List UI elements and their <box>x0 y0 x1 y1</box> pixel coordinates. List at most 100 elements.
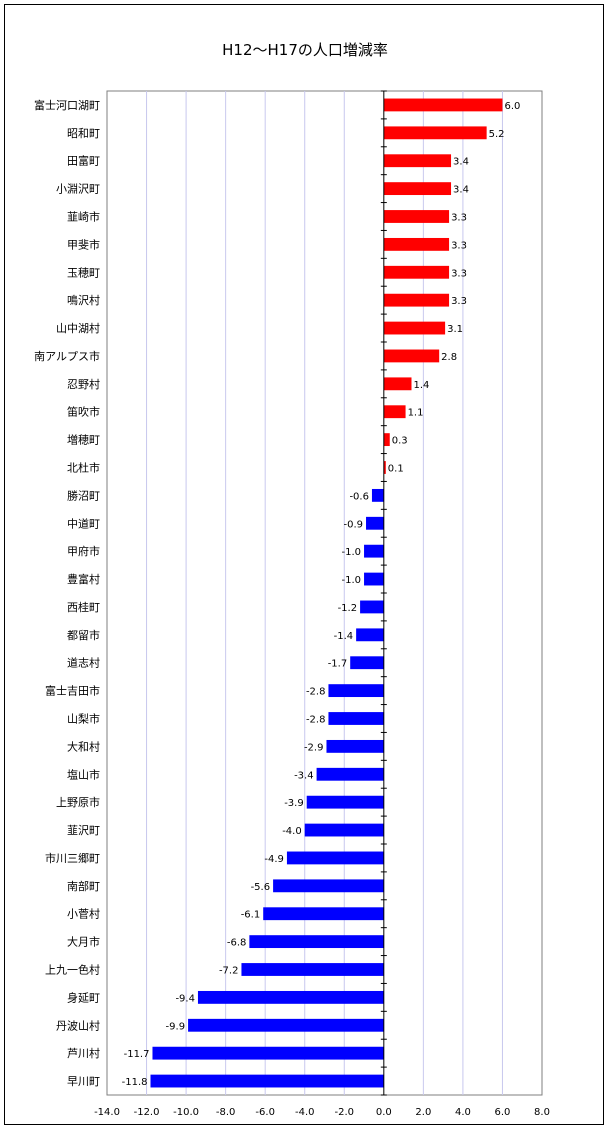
data-label: -1.2 <box>338 603 358 614</box>
data-label: 1.4 <box>414 380 430 391</box>
category-label: 中道町 <box>67 516 100 530</box>
bar <box>360 600 384 614</box>
data-label: -11.8 <box>122 1077 148 1088</box>
data-label: 5.2 <box>489 129 505 140</box>
bar <box>383 433 390 447</box>
bar <box>383 461 386 474</box>
data-label: -9.4 <box>175 993 195 1004</box>
bar <box>197 990 384 1004</box>
data-label: -0.9 <box>344 519 364 530</box>
bar <box>188 1018 384 1032</box>
data-label: -6.8 <box>227 938 247 949</box>
bar <box>328 684 384 698</box>
bar <box>383 210 450 223</box>
bar-chart: H12〜H17の人口増減率 富士河口湖町昭和町田富町小淵沢町韮崎市甲斐市玉穂町鳴… <box>34 41 550 1118</box>
x-tick-label: -14.0 <box>94 1107 120 1118</box>
bar <box>383 405 406 419</box>
data-label: 3.1 <box>447 324 463 335</box>
bars <box>150 98 503 1088</box>
bar <box>383 321 446 335</box>
data-label: -3.4 <box>294 770 314 781</box>
data-label: -4.0 <box>282 826 302 837</box>
category-label: 丹波山村 <box>56 1018 100 1032</box>
category-label: 韮崎市 <box>67 210 100 224</box>
data-label: 0.1 <box>388 464 404 475</box>
bar <box>326 739 384 753</box>
chart-title: H12〜H17の人口増減率 <box>222 41 388 59</box>
category-label: 勝沼町 <box>67 488 100 502</box>
data-label: 2.8 <box>441 352 457 363</box>
data-label: -1.0 <box>342 547 362 558</box>
bar <box>263 907 384 921</box>
bar <box>286 851 384 865</box>
bar <box>383 98 503 112</box>
data-label: -3.9 <box>284 798 304 809</box>
data-label: -1.0 <box>342 575 362 586</box>
chart-frame: H12〜H17の人口増減率 富士河口湖町 昭和町 田富町 小淵沢町 韮崎市 甲斐市 玉穂町鳴… <box>4 4 604 1125</box>
category-labels: 富士河口湖町昭和町田富町小淵沢町韮崎市甲斐市玉穂町鳴沢村山中湖村南アルプス市忍野… <box>34 98 100 1088</box>
x-tick-label: 0.0 <box>376 1107 392 1118</box>
x-tick-label: -2.0 <box>335 1107 355 1118</box>
bar <box>316 767 384 781</box>
category-label: 笛吹市 <box>67 405 100 419</box>
data-label: 3.3 <box>451 240 467 251</box>
category-label: 玉穂町 <box>67 265 100 279</box>
category-label: 小淵沢町 <box>56 182 100 196</box>
bar <box>249 935 384 949</box>
data-label: -5.6 <box>251 882 271 893</box>
bar <box>383 265 450 279</box>
category-label: 芦川村 <box>67 1046 100 1060</box>
x-tick-label: 8.0 <box>534 1107 550 1118</box>
data-label: -2.9 <box>304 742 324 753</box>
bar <box>328 712 384 725</box>
bar <box>273 879 384 893</box>
bar <box>383 154 452 168</box>
bar <box>383 377 412 391</box>
category-label: 小菅村 <box>67 907 100 921</box>
category-label: 豊富村 <box>67 572 100 586</box>
data-label: 6.0 <box>504 101 520 112</box>
x-tick-label: 6.0 <box>495 1107 511 1118</box>
bar <box>383 293 450 307</box>
bar <box>383 349 440 363</box>
data-label: 3.4 <box>453 157 469 168</box>
data-label: -4.9 <box>264 854 284 865</box>
data-label: -9.9 <box>166 1021 186 1032</box>
bar <box>152 1046 384 1060</box>
category-label: 山中湖村 <box>56 321 100 335</box>
x-tick-label: -6.0 <box>255 1107 275 1118</box>
bar <box>150 1074 384 1088</box>
category-label: 忍野村 <box>67 377 100 391</box>
bar <box>306 795 384 809</box>
x-axis-tick-labels: -14.0 -12.0 -10.0 -8.0 -6.0 -4.0 -2.0 0.0 2.0 4.0… <box>94 1107 550 1118</box>
category-label: 道志村 <box>67 656 100 670</box>
x-tick-label: -4.0 <box>295 1107 315 1118</box>
data-label: 3.4 <box>453 185 469 196</box>
category-label: 都留市 <box>67 628 100 642</box>
category-label: 西桂町 <box>67 600 100 614</box>
bar <box>364 572 384 586</box>
x-tick-label: -12.0 <box>134 1107 160 1118</box>
gridlines <box>146 91 503 1095</box>
category-label: 大月市 <box>67 935 100 949</box>
zero-axis <box>380 90 387 1096</box>
category-label: 富士河口湖町 <box>34 98 100 112</box>
category-label: 田富町 <box>67 154 100 168</box>
category-label: 富士吉田市 <box>45 684 100 698</box>
data-label: 1.1 <box>408 408 424 419</box>
data-label: -1.4 <box>334 631 354 642</box>
x-tick-label: -8.0 <box>216 1107 236 1118</box>
data-labels: 6.0 5.2 3.4 3.4 3.3 3.3 3.3 3.3 3.1 2.8 1.4 1.1 0.3 0… <box>122 101 521 1088</box>
category-label: 塩山市 <box>67 767 100 781</box>
data-label: -1.7 <box>328 659 348 670</box>
bar <box>366 516 384 530</box>
category-label: 昭和町 <box>67 127 100 140</box>
bar <box>383 182 452 196</box>
data-label: -2.8 <box>306 715 326 726</box>
bar <box>371 488 384 502</box>
x-tick-label: -10.0 <box>173 1107 199 1118</box>
category-label: 山梨市 <box>67 712 100 726</box>
bar <box>383 126 487 140</box>
data-label: -2.8 <box>306 687 326 698</box>
category-label: 北杜市 <box>67 461 100 475</box>
